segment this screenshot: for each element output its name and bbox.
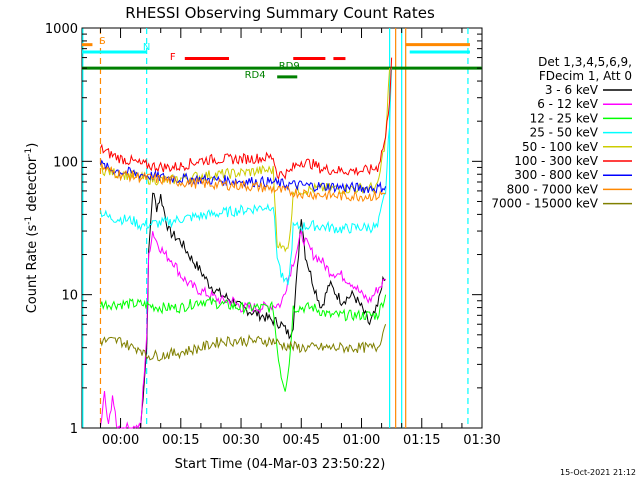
flag-annotation: N — [143, 42, 150, 53]
plot-area: 00:00 00:15 00:30 00:45 01:00 01:15 01:30 1 10 10… — [45, 22, 501, 448]
legend-entry-label: 6 - 12 keV — [537, 97, 599, 111]
render-timestamp: 15-Oct-2021 21:12 — [560, 468, 636, 477]
x-tick-label: 00:15 — [162, 433, 199, 448]
chart-title: RHESSI Observing Summary Count Rates — [125, 4, 435, 22]
series-line — [100, 229, 386, 430]
series-line — [100, 294, 387, 392]
x-tick-label: 01:15 — [403, 433, 440, 448]
legend-header-line-2: FDecim 1, Att 0 — [539, 69, 632, 83]
legend-entry-label: 100 - 300 keV — [514, 154, 598, 168]
x-tick-label: 00:45 — [283, 433, 320, 448]
legend-entry-label: 25 - 50 keV — [530, 126, 599, 140]
x-tick-label: 01:30 — [463, 433, 500, 448]
legend-entry-label: 300 - 800 keV — [514, 168, 598, 182]
x-tick-label: 00:00 — [102, 433, 139, 448]
y-axis-label: Count Rate (s-1 detector-1) — [24, 143, 40, 314]
series-line — [140, 192, 386, 429]
series-line — [100, 162, 386, 203]
series-line — [100, 68, 393, 286]
x-tick-label: 01:00 — [343, 433, 380, 448]
y-tick-label: 10 — [61, 289, 78, 304]
series-line — [100, 68, 391, 253]
y-tick-label: 1000 — [45, 22, 78, 37]
legend-entry-label: 800 - 7000 keV — [507, 182, 599, 196]
series-line — [100, 324, 387, 362]
y-tick-label: 1 — [70, 422, 78, 437]
flag-annotation: F — [170, 52, 176, 63]
legend-entry-label: 50 - 100 keV — [522, 140, 599, 154]
x-axis-label: Start Time (04-Mar-03 23:50:22) — [175, 457, 386, 472]
y-tick-label: 100 — [53, 155, 78, 170]
flag-annotation: S — [99, 36, 105, 47]
legend-entry-label: 12 - 25 keV — [530, 111, 599, 125]
flag-annotation: RD4 — [245, 70, 266, 81]
series-line — [100, 57, 393, 181]
x-tick-label: 00:30 — [222, 433, 259, 448]
legend-header-line-1: Det 1,3,4,5,6,9, — [538, 55, 632, 69]
legend-entry-label: 7000 - 15000 keV — [491, 197, 598, 211]
legend-entry-label: 3 - 6 keV — [545, 83, 599, 97]
plot-frame — [81, 27, 483, 429]
legend: Det 1,3,4,5,6,9, FDecim 1, Att 0 3 - 6 k… — [491, 55, 632, 211]
flag-annotation: RD9 — [279, 61, 300, 72]
